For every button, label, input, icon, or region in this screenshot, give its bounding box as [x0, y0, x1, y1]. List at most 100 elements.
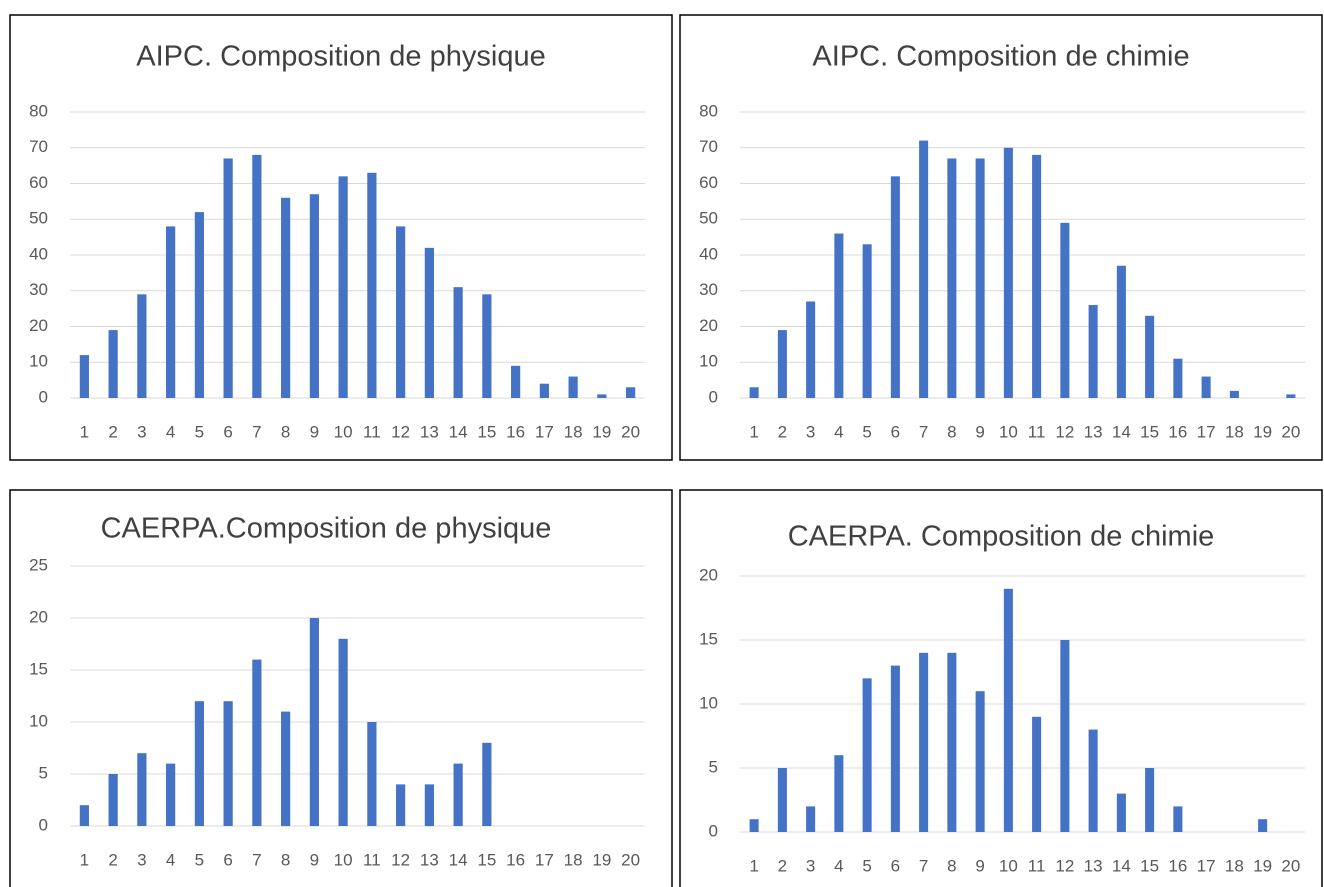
- x-tick-label: 9: [975, 422, 984, 441]
- x-tick-label: 14: [1112, 422, 1131, 441]
- x-tick-label: 16: [1168, 856, 1187, 875]
- x-tick-label: 18: [1225, 422, 1244, 441]
- bar: [252, 154, 262, 398]
- x-tick-label: 13: [1084, 422, 1103, 441]
- bar: [919, 652, 929, 832]
- bar: [749, 387, 759, 398]
- x-tick-label: 6: [223, 422, 232, 441]
- x-tick-label: 19: [592, 850, 611, 869]
- x-tick-label: 20: [621, 850, 640, 869]
- bar: [1060, 640, 1070, 832]
- bar: [482, 742, 492, 826]
- bar: [1003, 588, 1013, 832]
- x-tick-label: 8: [947, 422, 956, 441]
- bar: [453, 287, 463, 398]
- bar: [568, 376, 578, 398]
- x-tick-label: 11: [1028, 856, 1046, 875]
- x-tick-label: 9: [310, 850, 319, 869]
- bar: [834, 233, 844, 398]
- y-tick-label: 60: [29, 173, 48, 192]
- x-tick-label: 8: [281, 422, 290, 441]
- bar: [777, 330, 787, 398]
- bar: [890, 176, 900, 398]
- bar: [626, 387, 636, 398]
- bar: [424, 247, 434, 398]
- x-tick-label: 11: [1028, 422, 1046, 441]
- x-tick-label: 13: [420, 850, 439, 869]
- x-tick-label: 14: [449, 422, 468, 441]
- x-tick-label: 16: [506, 422, 525, 441]
- bar: [453, 763, 463, 826]
- bar: [777, 768, 787, 832]
- y-tick-label: 80: [29, 101, 48, 120]
- bar: [482, 294, 492, 398]
- panel-frame: [679, 14, 1323, 461]
- x-tick-label: 12: [391, 422, 410, 441]
- bar: [806, 301, 816, 398]
- bar: [281, 197, 291, 398]
- y-tick-label: 40: [699, 244, 718, 263]
- x-tick-label: 10: [999, 856, 1018, 875]
- x-tick-label: 7: [919, 422, 928, 441]
- y-tick-label: 80: [699, 101, 718, 120]
- x-tick-label: 3: [806, 422, 815, 441]
- bar: [309, 618, 319, 826]
- chart-title: AIPC. Composition de chimie: [812, 41, 1189, 73]
- bar: [338, 176, 348, 398]
- bar: [1003, 147, 1013, 398]
- y-tick-label: 30: [699, 280, 718, 299]
- x-tick-label: 10: [334, 850, 353, 869]
- bar: [108, 774, 118, 826]
- x-tick-label: 12: [1055, 856, 1074, 875]
- y-tick-label: 0: [709, 821, 718, 840]
- bar: [1116, 793, 1126, 832]
- x-tick-label: 8: [281, 850, 290, 869]
- y-tick-label: 20: [699, 565, 718, 584]
- x-tick-label: 18: [564, 422, 583, 441]
- bar: [947, 652, 957, 832]
- x-tick-label: 1: [749, 856, 758, 875]
- bar: [1060, 222, 1070, 398]
- x-tick-label: 12: [391, 850, 410, 869]
- x-tick-label: 4: [166, 422, 175, 441]
- y-tick-label: 50: [699, 209, 718, 228]
- y-tick-label: 20: [29, 607, 48, 626]
- x-tick-label: 9: [975, 856, 984, 875]
- y-tick-label: 40: [29, 244, 48, 263]
- x-tick-label: 6: [223, 850, 232, 869]
- x-tick-label: 17: [1197, 422, 1216, 441]
- y-tick-label: 25: [29, 555, 48, 574]
- x-tick-label: 1: [749, 422, 758, 441]
- x-tick-label: 16: [1168, 422, 1187, 441]
- chart-title: CAERPA.Composition de physique: [101, 513, 552, 545]
- x-tick-label: 8: [947, 856, 956, 875]
- y-tick-label: 5: [39, 763, 48, 782]
- bar: [396, 784, 406, 826]
- bar: [166, 763, 176, 826]
- x-tick-label: 14: [1112, 856, 1131, 875]
- panel-frame: [9, 489, 673, 887]
- bar: [1258, 819, 1268, 832]
- x-tick-label: 6: [891, 856, 900, 875]
- x-tick-label: 16: [506, 850, 525, 869]
- bar: [1286, 394, 1296, 398]
- bar: [1116, 265, 1126, 398]
- y-tick-label: 60: [699, 173, 718, 192]
- bar: [1032, 154, 1042, 398]
- x-tick-label: 7: [252, 422, 261, 441]
- x-tick-label: 2: [108, 422, 117, 441]
- bar: [975, 158, 985, 398]
- bar: [338, 638, 348, 826]
- x-tick-label: 17: [535, 422, 554, 441]
- x-tick-label: 10: [999, 422, 1018, 441]
- bar: [424, 784, 434, 826]
- bar: [367, 172, 377, 398]
- bar: [166, 226, 176, 398]
- panel-frame: [679, 489, 1323, 887]
- x-tick-label: 15: [1140, 422, 1159, 441]
- y-tick-label: 15: [29, 659, 48, 678]
- bar: [252, 659, 262, 826]
- x-tick-label: 3: [806, 856, 815, 875]
